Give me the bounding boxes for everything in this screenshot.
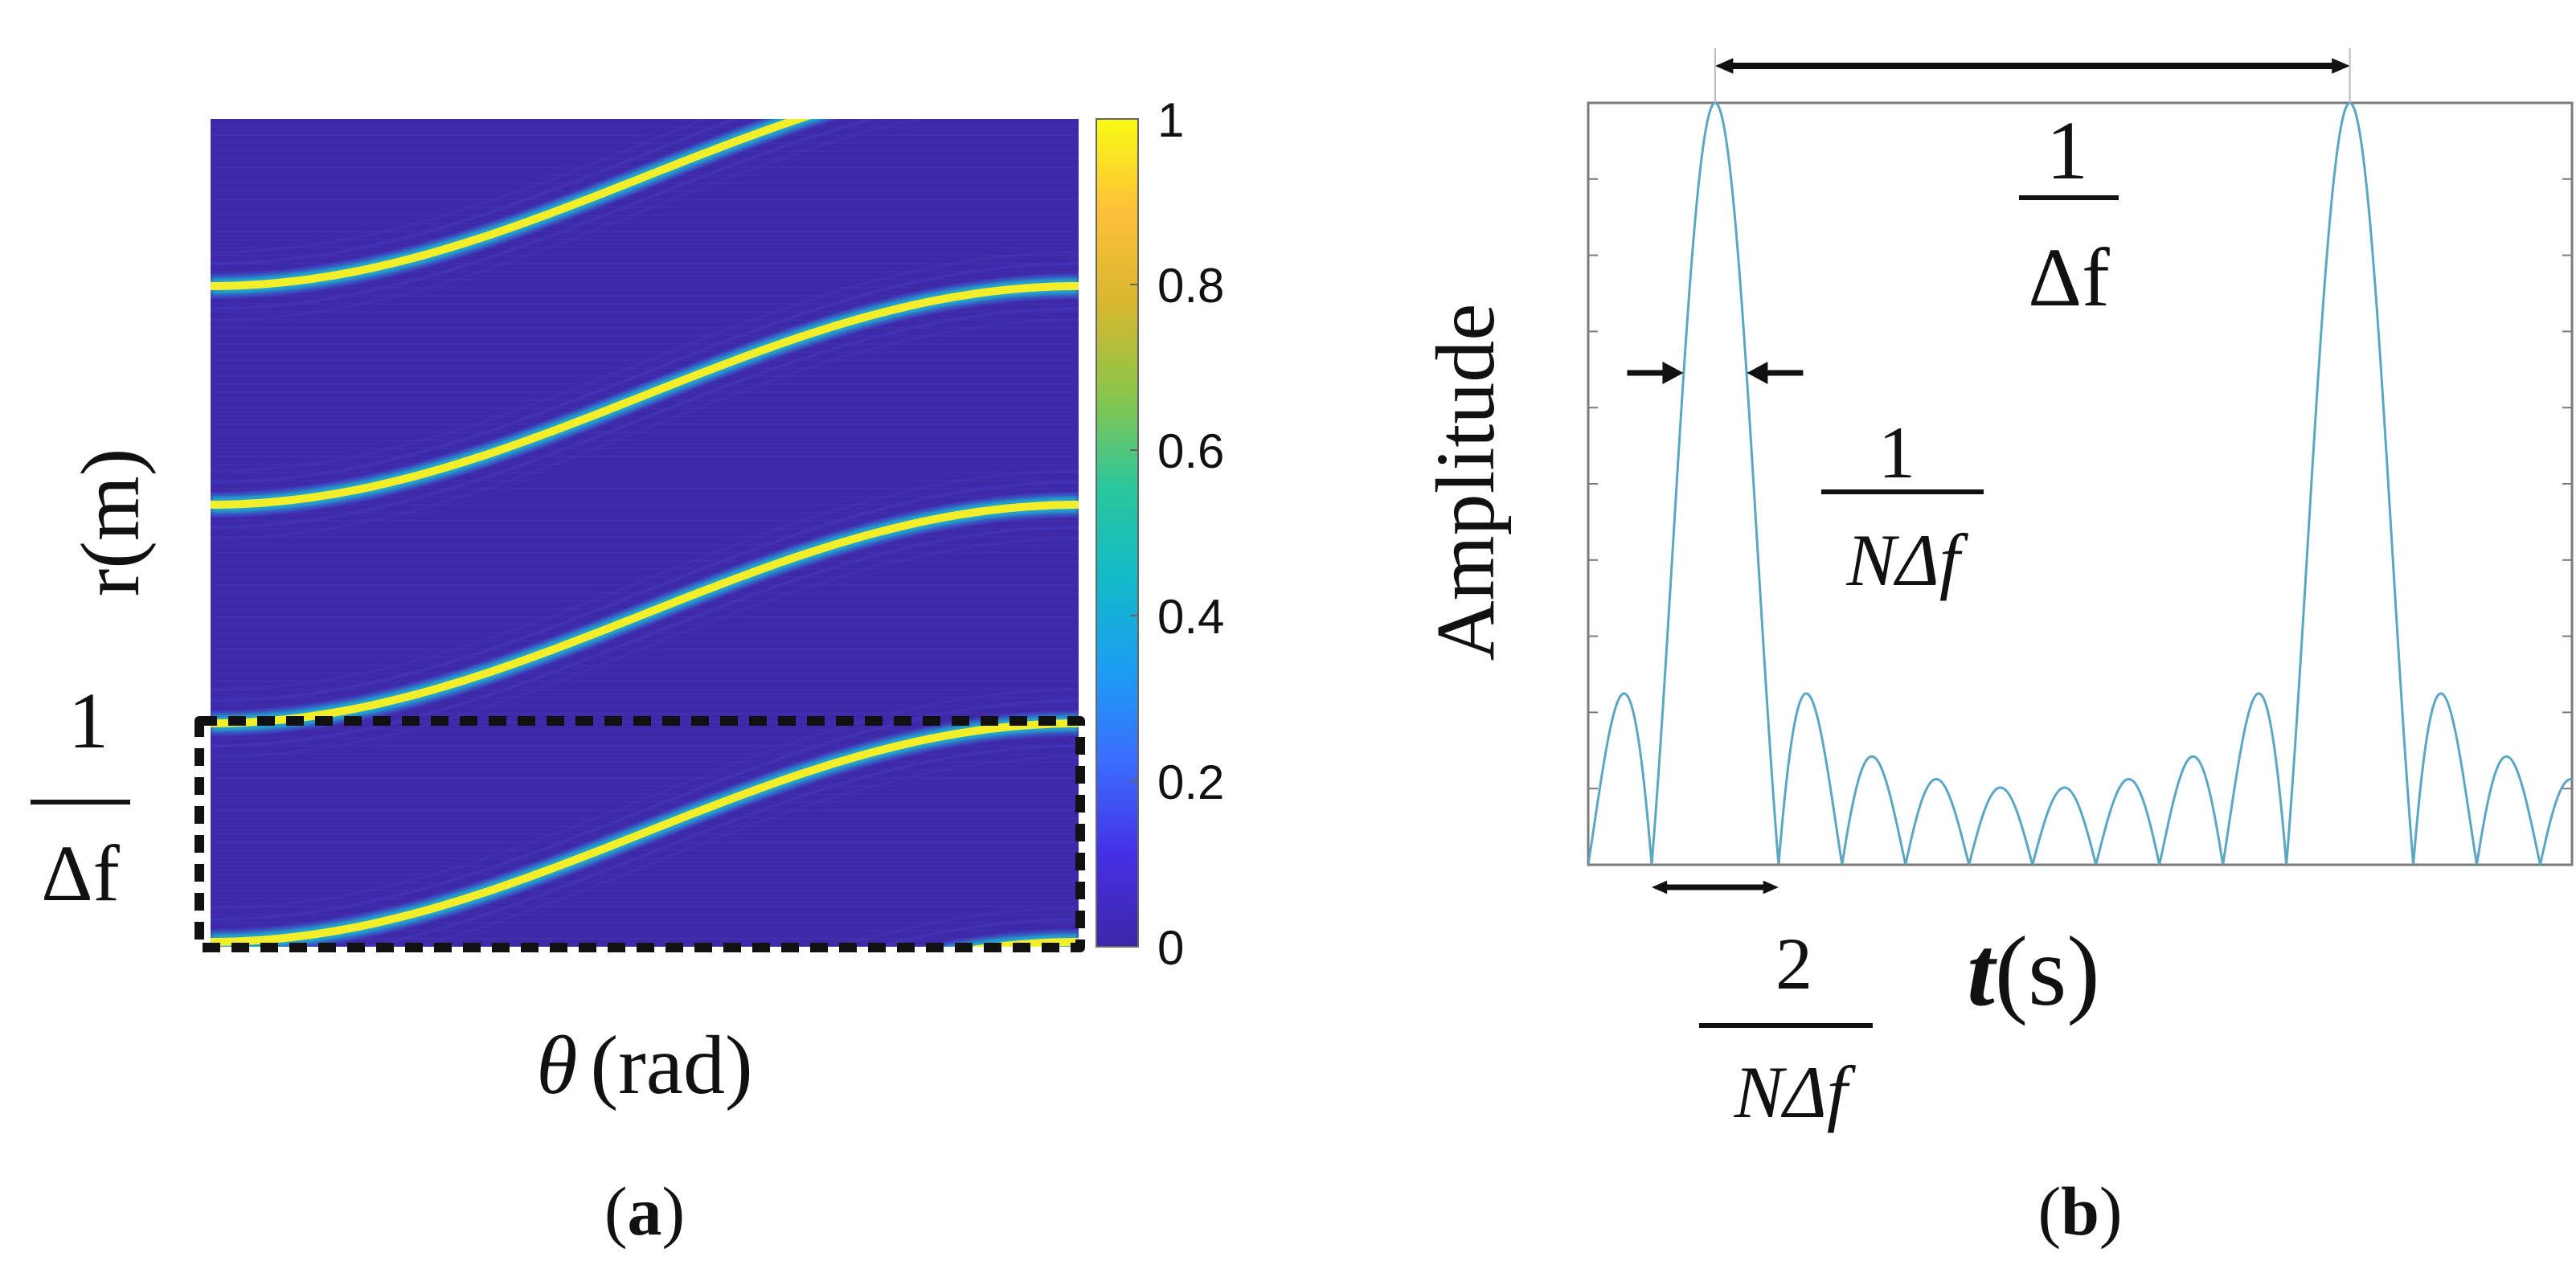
ridge-line	[211, 119, 812, 290]
heatmap-background	[211, 119, 1079, 947]
ridge-line	[211, 282, 1079, 509]
sidelobe-ripple	[211, 537, 1079, 759]
null-to-null-annotation: 2 NΔf	[1699, 923, 1873, 1133]
caption-b: (b)	[2037, 1173, 2122, 1250]
heatmap	[211, 0, 1079, 947]
svg-text:NΔf: NΔf	[1734, 1051, 1857, 1133]
sidelobe-ripple	[211, 251, 1079, 473]
null-to-null-arrow	[1651, 880, 1779, 895]
sidelobe-ripple	[211, 492, 1079, 714]
colorbar-gradient	[1096, 119, 1138, 947]
sidelobe-ripple	[211, 119, 711, 254]
sidelobe-ripple	[211, 273, 1079, 495]
mainlobe-width-annotation: 1 NΔf	[1821, 411, 1984, 601]
amplitude-line	[1588, 103, 2572, 865]
y-axis-label-b: Amplitude	[1419, 304, 1512, 661]
ridge-line	[211, 0, 1079, 68]
colorbar-tick-label: 0.4	[1157, 590, 1224, 644]
colorbar-tick-label: 0.6	[1157, 424, 1224, 478]
colorbar-frame	[1096, 118, 1139, 948]
svg-text:1: 1	[68, 676, 109, 765]
sidelobe-ripple	[872, 918, 1079, 947]
x-axis-label-a: θ (rad)	[536, 1019, 752, 1111]
sidelobe-ripple	[211, 119, 740, 265]
colorbar-tick-label: 0.8	[1157, 259, 1224, 313]
ridge-line	[211, 501, 1079, 727]
svg-text:Δf: Δf	[41, 829, 120, 918]
sidelobe-ripple	[211, 0, 1079, 101]
period-arrow	[1714, 48, 2351, 103]
panel-b: Amplitude t(s) 1 Δf 1 NΔf 2 NΔf (b)	[1419, 48, 2574, 1250]
sidelobe-ripple	[211, 0, 1079, 90]
sidelobe-ripple	[211, 119, 840, 299]
sidelobe-ripple	[211, 688, 1079, 910]
colorbar-ticks: 1 0.8 0.6 0.4 0.2 0	[1130, 93, 1224, 975]
highlight-dashed-box	[195, 716, 1085, 952]
colorbar-tick-label: 0.2	[1157, 755, 1224, 809]
sidelobe-ripple	[211, 699, 1079, 921]
mainlobe-width-arrows	[1627, 362, 1804, 384]
sidelobe-ripple	[211, 262, 1079, 484]
colorbar-tick-label: 1	[1157, 93, 1184, 147]
sidelobe-ripple	[211, 526, 1079, 747]
sidelobe-ripple	[211, 710, 1079, 932]
sidelobe-ripple	[211, 469, 1079, 691]
ridge-line	[211, 719, 1079, 946]
panel-a: 1 0.8 0.6 0.4 0.2 0 r(m) θ (rad) 1 Δf (a)	[31, 0, 1224, 1250]
sidelobe-ripple	[293, 733, 1079, 947]
sidelobe-ripple	[833, 907, 1079, 947]
svg-text:1: 1	[1878, 411, 1915, 493]
y-ticks-b	[1588, 178, 2572, 790]
sidelobe-ripple	[211, 0, 1079, 56]
sidelobe-ripple	[211, 318, 1079, 540]
sidelobe-ripple	[211, 0, 1079, 79]
y-axis-label-a: r(m)	[64, 448, 157, 597]
period-annotation-b: 1 Δf	[2019, 104, 2119, 324]
heatmap-ridges	[211, 0, 1079, 947]
sidelobe-ripple	[410, 755, 1079, 947]
sidelobe-ripple	[362, 744, 1079, 947]
period-annotation-a: 1 Δf	[31, 676, 130, 918]
sidelobe-ripple	[211, 0, 1079, 45]
svg-text:2: 2	[1775, 923, 1812, 1005]
sidelobe-ripple	[211, 481, 1079, 702]
sidelobe-ripple	[211, 296, 1079, 518]
ridge-glow	[211, 0, 1079, 68]
sidelobe-ripple	[211, 119, 879, 310]
colorbar-tick-label: 0	[1157, 921, 1184, 975]
sidelobe-ripple	[211, 119, 928, 321]
svg-text:NΔf: NΔf	[1846, 519, 1969, 601]
sidelobe-ripple	[211, 0, 1079, 34]
caption-a: (a)	[604, 1173, 685, 1250]
svg-text:1: 1	[2046, 104, 2088, 197]
sidelobe-ripple	[211, 119, 772, 276]
svg-text:Δf: Δf	[2028, 231, 2110, 324]
colorbar: 1 0.8 0.6 0.4 0.2 0	[1096, 93, 1224, 975]
x-axis-label-b: t(s)	[1967, 916, 2099, 1026]
sidelobe-ripple	[211, 307, 1079, 529]
